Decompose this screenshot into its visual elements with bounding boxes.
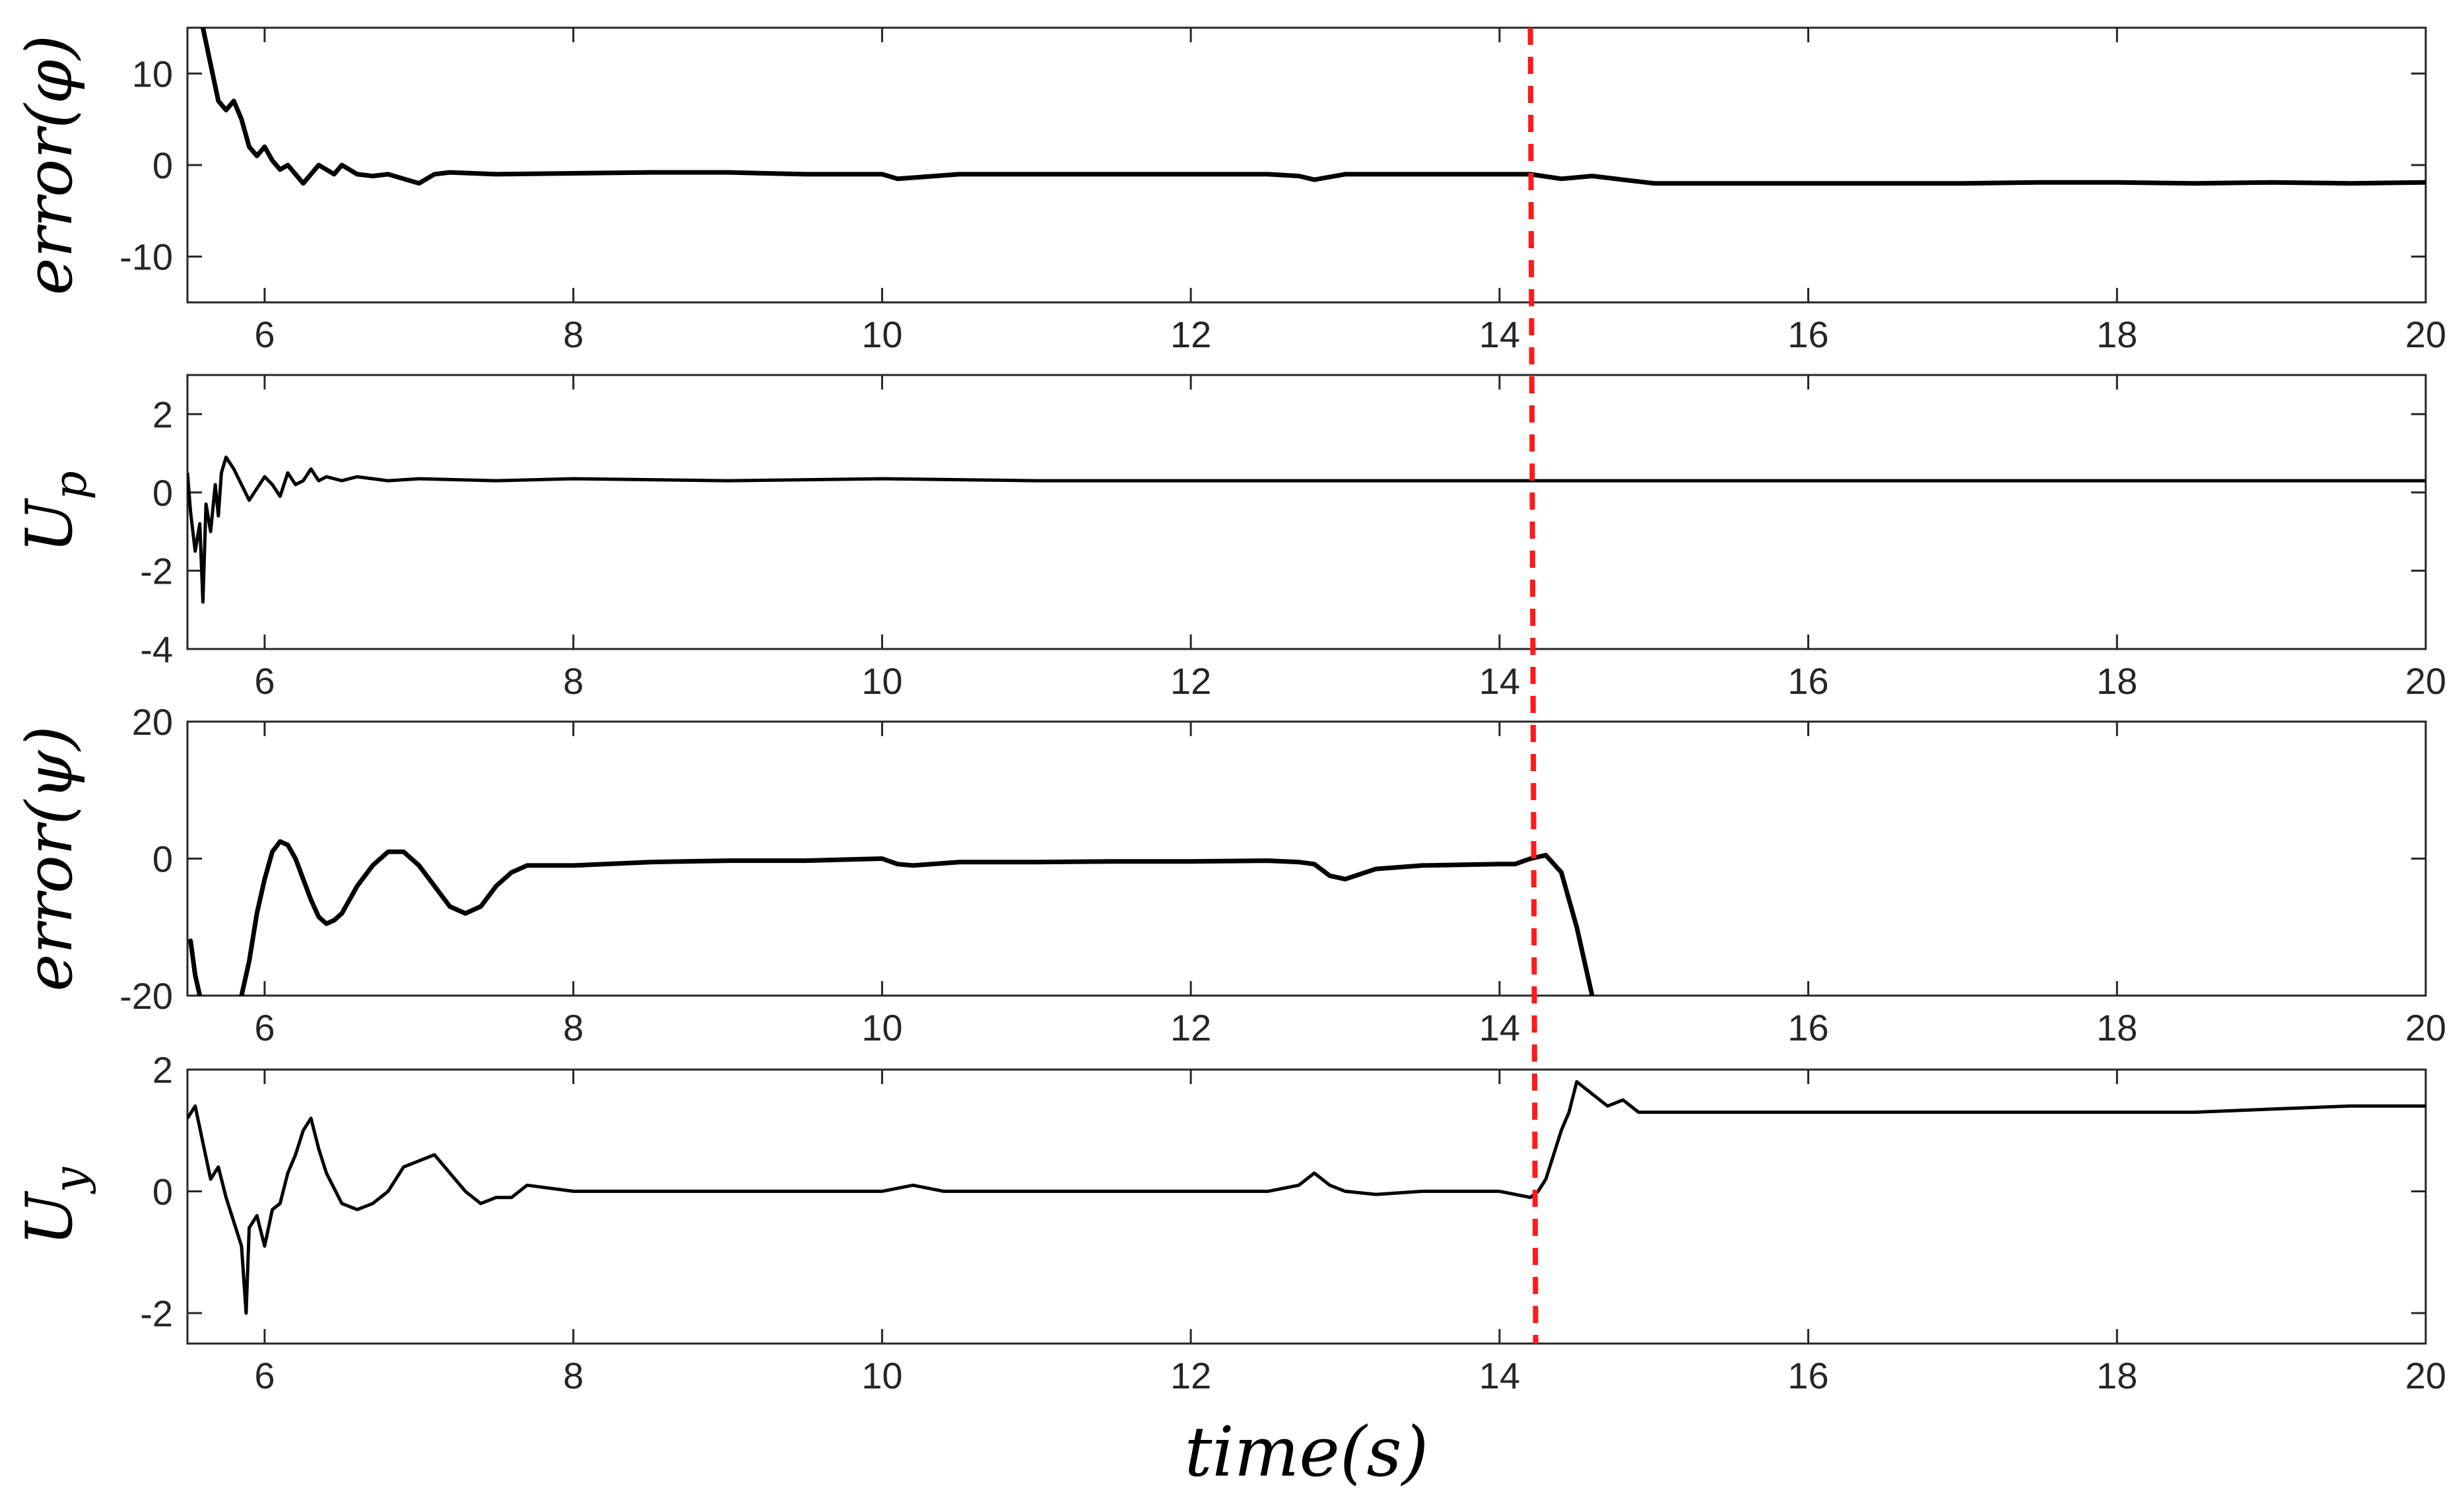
x-tick-label: 8 [563,1355,583,1396]
x-tick-label: 14 [1479,1355,1520,1396]
error-phi-panel: 6 8 10 12 14 16 18 20 10 0 -10 error(φ) [13,26,2446,355]
series-group [188,839,1595,996]
series-group [200,28,2426,186]
x-tick-label: 8 [563,660,583,702]
x-tick-label: 10 [861,314,902,355]
series-group [187,1079,2426,1315]
x-tick-label: 16 [1787,314,1828,355]
axes-frame [186,26,2427,304]
x-tick-label: 6 [254,1355,275,1396]
y-tick-label: 0 [152,1171,173,1212]
x-tick-label: 12 [1170,1007,1211,1048]
event-marker [1527,27,1539,1344]
series-line [187,456,2426,604]
x-tick-label: 16 [1787,1007,1828,1048]
y-tick-label: 2 [152,393,173,435]
event-dashed-line [1527,27,1539,1344]
x-tick-label: 6 [254,660,275,702]
x-tick-label: 12 [1170,1355,1211,1396]
x-tick-label: 12 [1170,314,1211,355]
x-tick-label: 16 [1787,1355,1828,1396]
y-axis-label: error(ψ) [13,726,86,991]
axes-frame [186,720,2427,997]
axes-frame [186,374,2427,650]
y-tick-label: 20 [132,701,173,743]
x-tick-label: 6 [254,1007,275,1048]
y-tick-label: -10 [119,236,173,278]
x-tick-label: 8 [563,1007,583,1048]
y-tick-label: 0 [152,145,173,186]
x-tick-label: 20 [2405,1007,2446,1048]
axes-frame [186,1068,2427,1345]
error-psi-panel: 6 8 10 12 14 16 18 20 20 0 -20 error(ψ) [13,701,2446,1048]
x-tick-label: 18 [2096,314,2137,355]
x-tick-label: 20 [2405,314,2446,355]
x-tick-label: 16 [1787,660,1828,702]
x-tick-label: 10 [861,1007,902,1048]
y-axis-label: Uy [13,1166,97,1246]
x-tick-label: 20 [2405,1355,2446,1396]
series-line [187,1079,2426,1315]
y-tick-label: -4 [140,629,173,670]
y-tick-label: -20 [119,975,173,1017]
y-tick-label: 0 [152,472,173,514]
y-axis-label: Up [13,471,97,553]
x-tick-label: 8 [563,314,583,355]
x-tick-label: 18 [2096,660,2137,702]
x-tick-label: 10 [861,660,902,702]
series-line [200,28,2426,186]
x-tick-label: 20 [2405,660,2446,702]
x-tick-label: 12 [1170,660,1211,702]
x-tick-label: 14 [1479,314,1520,355]
x-tick-label: 14 [1479,1007,1520,1048]
series-line [188,938,203,996]
x-tick-label: 6 [254,314,275,355]
x-tick-label: 10 [861,1355,902,1396]
series-group [187,456,2426,604]
series-line [239,839,1595,996]
y-tick-label: 10 [132,53,173,94]
y-tick-label: 2 [152,1049,173,1091]
x-tick-label: 14 [1479,660,1520,702]
y-tick-label: -2 [140,550,173,592]
y-tick-label: -2 [140,1293,173,1334]
x-tick-label: 18 [2096,1007,2137,1048]
y-tick-label: 0 [152,838,173,880]
x-axis-label: time(s) [1185,1412,1429,1492]
x-tick-label: 18 [2096,1355,2137,1396]
y-axis-label: error(φ) [13,35,86,295]
